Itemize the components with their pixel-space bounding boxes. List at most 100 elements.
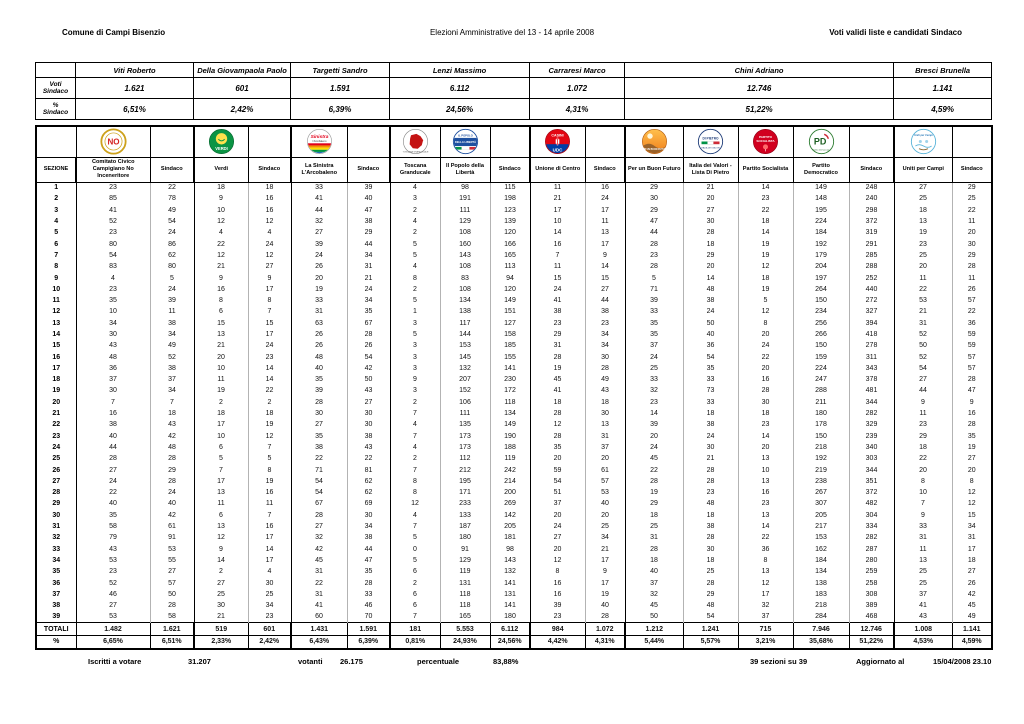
vote-cell: 29	[952, 182, 993, 194]
vote-cell: 42	[291, 543, 348, 555]
vote-cell: 16	[530, 238, 586, 250]
vote-cell: 16	[76, 407, 151, 420]
vote-cell: 53	[76, 611, 151, 623]
svg-text:Sinistra: Sinistra	[310, 134, 328, 140]
vote-cell: 29	[530, 328, 586, 341]
total-cell: 984	[529, 622, 586, 637]
section-row: 26 27 29 7 8 71 81 7 212 242 59 61 22 28 10 219 344 20 20	[36, 464, 993, 476]
section-row: 6 80 86 22 24 39 44 5 160 166 16 17 28 18 19 192 291 23 30	[36, 238, 993, 250]
vote-cell: 11	[194, 374, 249, 386]
uniti-per-campi-logo: Uniti per Campi	[910, 128, 937, 155]
vote-cell: 24	[683, 430, 739, 442]
vote-cell: 22	[952, 306, 993, 318]
vote-cell: 9	[194, 272, 249, 284]
vote-cell: 24	[150, 227, 195, 239]
vote-cell: 24	[150, 283, 195, 295]
vote-cell: 10	[194, 430, 249, 442]
vote-cell: 23	[683, 487, 739, 499]
vote-cell: 25	[952, 193, 993, 205]
candidate-name: Viti Roberto	[74, 62, 195, 78]
vote-cell: 24	[738, 340, 794, 352]
vote-cell: 131	[490, 588, 531, 600]
vote-cell: 50	[683, 317, 739, 329]
vote-cell: 28	[625, 261, 684, 273]
vote-cell: 52	[150, 351, 195, 363]
vote-cell: 5	[625, 272, 684, 284]
vote-cell: 30	[683, 441, 739, 454]
vote-cell: 73	[683, 385, 739, 397]
sezione-number: 13	[36, 317, 77, 329]
vote-cell: 38	[150, 317, 195, 329]
vote-cell: 7	[248, 306, 292, 318]
vote-cell: 29	[150, 464, 195, 476]
list-column-header: Uniti per Campi	[893, 156, 953, 183]
vote-cell: 481	[849, 385, 895, 397]
vote-cell: 16	[738, 374, 794, 386]
vote-cell: 38	[683, 419, 739, 431]
vote-cell: 30	[683, 215, 739, 228]
vote-cell: 24	[625, 441, 684, 454]
vote-cell: 340	[849, 441, 895, 454]
vote-cell: 47	[952, 385, 993, 397]
party-logo-cell: Uniti per Campi	[893, 125, 953, 158]
vote-cell: 138	[793, 577, 850, 589]
vote-cell: 166	[490, 238, 531, 250]
total-cell: 1.072	[584, 622, 626, 637]
vote-cell: 29	[952, 249, 993, 262]
vote-cell: 23	[76, 182, 151, 194]
vote-cell: 28	[683, 577, 739, 589]
vote-cell: 7	[390, 430, 441, 442]
vote-cell: 37	[150, 374, 195, 386]
candidates-summary-table: Viti Roberto Della Giovampaola Paolo Targe…	[35, 62, 993, 120]
vote-cell: 181	[490, 532, 531, 544]
section-row: 28 22 24 13 16 54 62 8 171 200 51 53 19 23 16 267 372 10 1…	[36, 487, 993, 499]
sezione-number: 6	[36, 238, 77, 250]
vote-cell: 14	[738, 227, 794, 239]
total-cell: 7.946	[792, 622, 850, 637]
vote-cell: 12	[530, 554, 586, 567]
vote-cell: 23	[894, 419, 953, 431]
total-cell: 5.553	[439, 622, 491, 637]
vote-cell: 16	[530, 577, 586, 589]
vote-cell: 129	[440, 215, 491, 228]
vote-cell: 149	[793, 182, 850, 194]
total-cell: 601	[247, 622, 292, 637]
vote-cell: 134	[440, 294, 491, 307]
sinistra-arcobaleno-logo: Sinistra l'Arcobaleno	[306, 128, 333, 155]
sezione-number: 1	[36, 182, 77, 194]
vote-cell: 21	[530, 193, 586, 205]
section-row: 4 52 54 12 12 32 38 4 129 139 10 11 47 30 18 224 372 13 11	[36, 215, 993, 228]
vote-cell: 200	[490, 487, 531, 499]
vote-cell: 7	[150, 396, 195, 408]
sezione-number: 15	[36, 340, 77, 352]
vote-cell: 214	[490, 475, 531, 488]
vote-cell: 33	[625, 306, 684, 318]
vote-cell: 2	[248, 396, 292, 408]
vote-cell: 291	[849, 238, 895, 250]
vote-cell: 143	[440, 249, 491, 262]
sezione-number: 30	[36, 509, 77, 521]
vote-cell: 16	[248, 204, 292, 216]
vote-cell: 27	[76, 464, 151, 476]
vote-cell: 43	[76, 340, 151, 352]
vote-cell: 41	[291, 599, 348, 612]
vote-cell: 14	[248, 543, 292, 555]
vote-cell: 17	[248, 554, 292, 567]
vote-cell: 48	[683, 283, 739, 295]
vote-cell: 212	[440, 464, 491, 476]
vote-cell: 247	[793, 374, 850, 386]
vote-cell: 48	[76, 351, 151, 363]
vote-cell: 22	[291, 453, 348, 465]
section-row: 38 27 28 30 34 41 46 6 118 141 39 40 45 48 32 218 389 41 4…	[36, 599, 993, 612]
vote-cell: 29	[625, 498, 684, 510]
party-logo-cell: TOSCANA GRANDUCALE	[389, 125, 441, 158]
vote-cell: 7	[530, 249, 586, 262]
section-row: 7 54 62 12 12 24 34 5 143 165 7 9 23 29 19 179 285 25 29	[36, 249, 993, 262]
vote-cell: 39	[347, 182, 391, 194]
vote-cell: 120	[490, 227, 531, 239]
vote-cell: 5	[738, 294, 794, 307]
vote-cell: 135	[440, 419, 491, 431]
vote-cell: 29	[894, 430, 953, 442]
vote-cell: 22	[738, 351, 794, 363]
vote-cell: 30	[347, 407, 391, 420]
